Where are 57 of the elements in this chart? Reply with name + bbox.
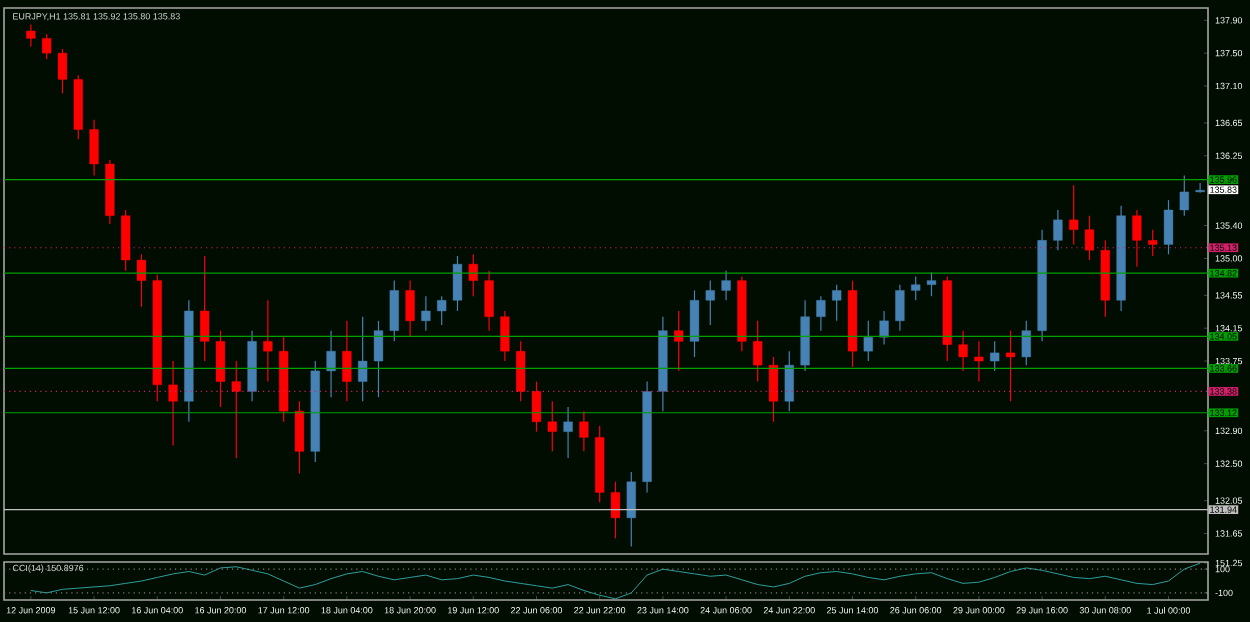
candlestick bbox=[1005, 330, 1016, 402]
candlestick bbox=[200, 255, 210, 362]
candlestick bbox=[452, 255, 463, 312]
candlestick bbox=[326, 330, 336, 398]
candlestick bbox=[1163, 199, 1174, 255]
candlestick bbox=[626, 471, 636, 548]
candlestick bbox=[294, 400, 305, 475]
candlestick bbox=[1069, 184, 1079, 246]
candlestick bbox=[547, 400, 557, 452]
candlestick bbox=[405, 279, 415, 338]
candlestick bbox=[373, 320, 384, 398]
candlestick bbox=[57, 48, 68, 94]
candlestick bbox=[768, 356, 779, 423]
candlestick bbox=[974, 340, 984, 383]
candlestick bbox=[990, 340, 1000, 372]
candlestick bbox=[531, 380, 542, 433]
candlestick bbox=[610, 481, 621, 539]
candlestick bbox=[263, 299, 273, 383]
candlestick bbox=[579, 410, 589, 452]
candlestick bbox=[342, 320, 352, 402]
candlestick bbox=[89, 119, 99, 177]
candlestick bbox=[1195, 182, 1205, 194]
candlestick bbox=[421, 295, 431, 332]
candlestick bbox=[121, 209, 131, 272]
candlestick bbox=[500, 310, 510, 362]
candlestick bbox=[1148, 229, 1158, 257]
candlestick bbox=[753, 320, 763, 383]
candlestick bbox=[911, 275, 921, 301]
candlestick bbox=[1053, 209, 1063, 251]
candlestick bbox=[484, 270, 494, 332]
candlestick bbox=[895, 284, 905, 332]
candlestick bbox=[832, 284, 842, 322]
candlestick bbox=[563, 406, 573, 459]
candlestick bbox=[926, 271, 937, 297]
candlestick bbox=[958, 330, 968, 372]
candlestick bbox=[168, 360, 178, 447]
candlestick bbox=[721, 270, 731, 301]
candlestick bbox=[863, 320, 873, 362]
candlestick bbox=[1132, 209, 1142, 268]
candlestick bbox=[389, 279, 399, 342]
candlestick bbox=[26, 23, 36, 48]
candlestick bbox=[1084, 215, 1095, 261]
candlestick bbox=[468, 253, 478, 297]
candlestick bbox=[689, 289, 700, 358]
candlestick bbox=[1179, 174, 1189, 217]
candlestick bbox=[437, 295, 447, 326]
candlestick bbox=[784, 350, 794, 412]
candlestick bbox=[816, 295, 826, 332]
candlestick bbox=[705, 279, 715, 326]
candlestick bbox=[1021, 320, 1031, 366]
candlestick bbox=[358, 316, 368, 402]
candlestick bbox=[136, 253, 147, 308]
candlestick bbox=[516, 340, 526, 402]
candlestick bbox=[42, 33, 52, 60]
candlestick bbox=[231, 360, 241, 459]
candlestick bbox=[879, 310, 889, 346]
candlestick bbox=[215, 330, 226, 408]
